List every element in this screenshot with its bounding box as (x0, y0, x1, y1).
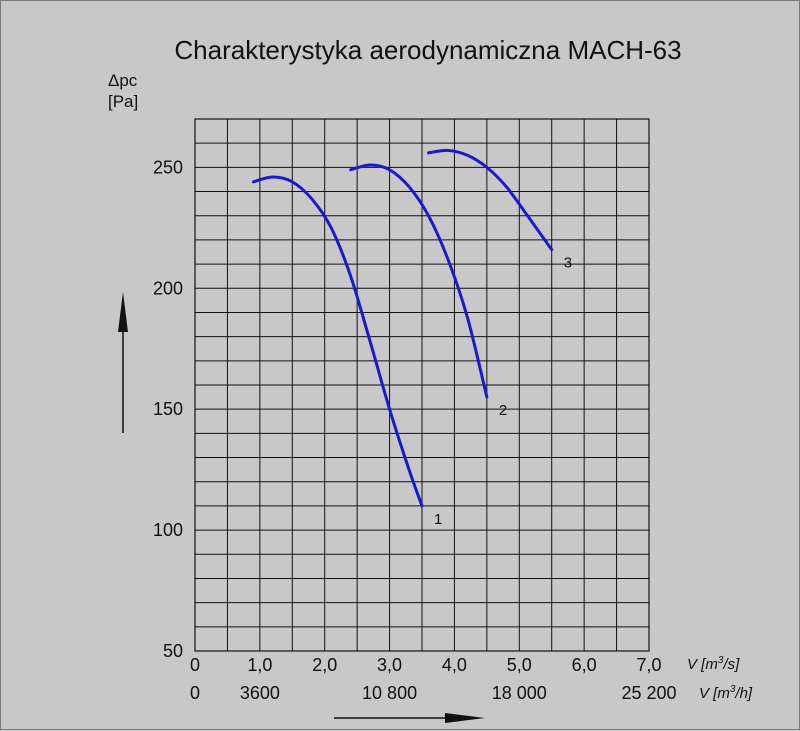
y-tick-label: 100 (153, 520, 183, 540)
x-tick-label: 6,0 (572, 655, 597, 675)
x-tick-label: 0 (190, 655, 200, 675)
x-tick-labels: 0 1,0 2,0 3,0 4,0 5,0 6,0 7,0 (190, 655, 662, 675)
curves: 1 2 3 (251, 148, 572, 528)
x-tick-label: 2,0 (312, 655, 337, 675)
x2-tick-label: 18 000 (492, 683, 547, 703)
curve-label-2: 2 (499, 402, 507, 419)
curve-1 (251, 175, 424, 508)
curve-label-1: 1 (434, 511, 442, 528)
x-tick-label: 5,0 (507, 655, 532, 675)
x2-tick-label: 25 200 (621, 683, 676, 703)
y-tick-label: 200 (153, 278, 183, 298)
y-axis-arrow-head (118, 292, 128, 332)
x-axis-unit-m3s: V [m3/s] (687, 655, 740, 673)
x-tick-label: 4,0 (442, 655, 467, 675)
chart-title: Charakterystyka aerodynamiczna MACH-63 (174, 35, 681, 65)
curve-2 (349, 163, 489, 399)
x2-tick-label: 10 800 (362, 683, 417, 703)
x2-tick-label: 3600 (240, 683, 280, 703)
grid (194, 118, 650, 652)
x-axis-arrow-head (445, 713, 485, 723)
y-tick-label: 150 (153, 399, 183, 419)
y-tick-label: 50 (163, 641, 183, 661)
y-tick-label: 250 (153, 157, 183, 177)
y-tick-labels: 50 100 150 200 250 (153, 157, 183, 661)
x-axis-unit-m3h: V [m3/h] (699, 684, 753, 702)
y-axis-symbol: Δpc (108, 71, 138, 90)
x-tick-label: 1,0 (247, 655, 272, 675)
curve-label-3: 3 (564, 255, 572, 272)
x-tick-label: 7,0 (636, 655, 661, 675)
y-axis-unit: [Pa] (108, 92, 138, 111)
x2-tick-label: 0 (190, 683, 200, 703)
curve-3 (426, 148, 554, 252)
x-tick-label: 3,0 (377, 655, 402, 675)
x2-tick-labels: 0 3600 10 800 18 000 25 200 (190, 683, 677, 703)
